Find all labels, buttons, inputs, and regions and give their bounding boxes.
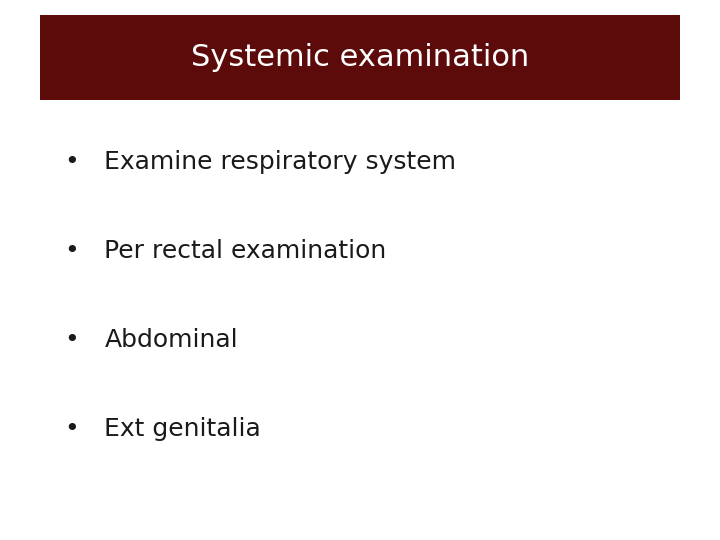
Text: Examine respiratory system: Examine respiratory system bbox=[104, 150, 456, 174]
Text: Ext genitalia: Ext genitalia bbox=[104, 417, 261, 441]
Text: Per rectal examination: Per rectal examination bbox=[104, 239, 387, 263]
FancyBboxPatch shape bbox=[40, 15, 680, 100]
Text: •: • bbox=[65, 239, 79, 263]
Text: •: • bbox=[65, 328, 79, 352]
Text: •: • bbox=[65, 417, 79, 441]
Text: •: • bbox=[65, 150, 79, 174]
Text: Systemic examination: Systemic examination bbox=[191, 43, 529, 72]
Text: Abdominal: Abdominal bbox=[104, 328, 238, 352]
